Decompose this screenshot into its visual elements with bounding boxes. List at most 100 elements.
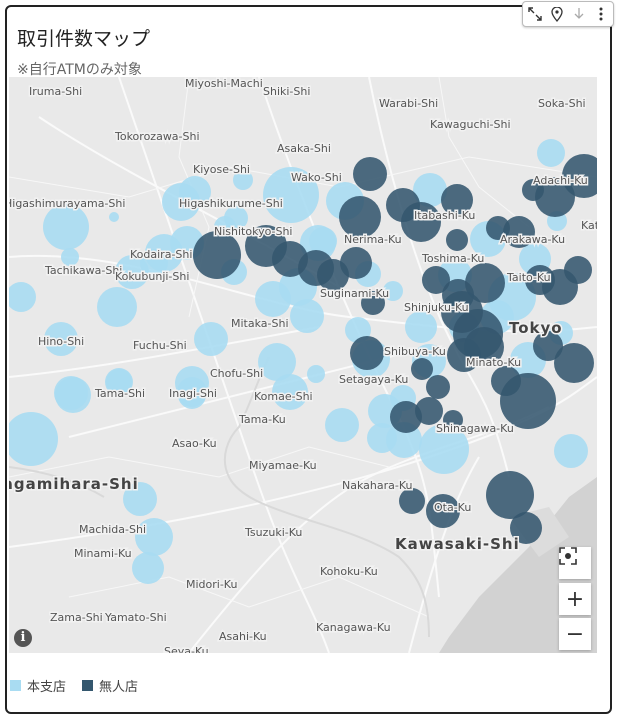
honshiten-bubble[interactable] xyxy=(179,176,211,208)
mujinten-bubble[interactable] xyxy=(554,343,594,383)
mujinten-bubble[interactable] xyxy=(500,373,556,429)
mujinten-bubble[interactable] xyxy=(350,336,384,370)
pin-icon[interactable] xyxy=(549,5,565,23)
honshiten-bubble[interactable] xyxy=(109,212,119,222)
info-icon[interactable]: i xyxy=(14,629,32,647)
map-area[interactable]: Iruma-Shi Miyoshi-Machi Shiki-Shi Warabi… xyxy=(9,77,597,653)
legend-item-honshiten: 本支店 xyxy=(10,676,66,695)
honshiten-bubble[interactable] xyxy=(43,204,89,250)
honshiten-bubble[interactable] xyxy=(123,482,157,516)
place-label: Zama-Shi xyxy=(50,611,103,624)
place-label: Miyamae-Ku xyxy=(249,459,317,472)
place-label: Asao-Ku xyxy=(172,437,217,450)
mujinten-bubble[interactable] xyxy=(426,494,460,528)
honshiten-bubble[interactable] xyxy=(233,170,253,190)
place-label: Soka-Shi xyxy=(538,97,586,110)
honshiten-bubble[interactable] xyxy=(9,412,58,466)
mujinten-bubble[interactable] xyxy=(426,375,450,399)
honshiten-bubble[interactable] xyxy=(307,365,325,383)
honshiten-bubble[interactable] xyxy=(383,281,403,301)
place-label: Arakawa-Ku xyxy=(500,233,565,246)
place-label: Miyoshi-Machi xyxy=(185,77,263,90)
legend-swatch xyxy=(82,680,94,691)
place-label: Tsuzuki-Ku xyxy=(244,526,302,539)
place-label: Nishitokyo-Shi xyxy=(214,225,293,238)
place-label: Tama-Ku xyxy=(238,413,286,426)
place-label: Toshima-Ku xyxy=(421,252,484,265)
place-label: Wako-Shi xyxy=(291,171,342,184)
honshiten-bubble[interactable] xyxy=(419,424,469,474)
place-label: Tokyo xyxy=(509,319,563,337)
place-label: Kawasaki-Shi xyxy=(395,535,520,553)
honshiten-bubble[interactable] xyxy=(405,311,437,343)
honshiten-bubble[interactable] xyxy=(258,343,296,381)
mujinten-bubble[interactable] xyxy=(562,154,597,198)
honshiten-bubble[interactable] xyxy=(413,173,447,207)
place-label: Nerima-Ku xyxy=(344,233,402,246)
place-label: Shinjuku-Ku xyxy=(404,301,469,314)
mujinten-bubble[interactable] xyxy=(390,401,422,433)
mujinten-bubble[interactable] xyxy=(533,331,563,361)
mujinten-bubble[interactable] xyxy=(503,216,535,248)
mujinten-bubble[interactable] xyxy=(510,512,542,544)
honshiten-bubble[interactable] xyxy=(178,381,206,409)
mujinten-bubble[interactable] xyxy=(399,488,425,514)
mujinten-bubble[interactable] xyxy=(446,229,468,251)
place-label: Fuchu-Shi xyxy=(133,339,187,352)
download-icon[interactable] xyxy=(571,5,587,23)
locate-button[interactable] xyxy=(559,547,591,579)
card-subtitle: ※自行ATMのみ対象 xyxy=(17,62,142,78)
place-label: Kiyose-Shi xyxy=(193,163,250,176)
legend-swatch xyxy=(10,680,21,691)
mujinten-bubble[interactable] xyxy=(340,247,372,279)
more-icon[interactable] xyxy=(593,5,609,23)
card-title: 取引件数マップ xyxy=(17,28,151,50)
place-label: Higashimurayama-Shi xyxy=(9,197,125,210)
honshiten-bubble[interactable] xyxy=(61,248,79,266)
mujinten-bubble[interactable] xyxy=(353,157,387,191)
card-toolbar xyxy=(522,1,614,27)
place-label: Warabi-Shi xyxy=(379,97,438,110)
place-label: Suginami-Ku xyxy=(320,287,389,300)
mujinten-bubble[interactable] xyxy=(486,471,534,519)
mujinten-bubble[interactable] xyxy=(441,184,473,216)
place-label: Inagi-Shi xyxy=(169,387,217,400)
honshiten-bubble[interactable] xyxy=(135,518,173,556)
legend: 本支店 無人店 xyxy=(10,676,138,695)
place-label: Kohoku-Ku xyxy=(320,565,378,578)
place-label: Seya-Ku xyxy=(164,645,209,653)
mujinten-bubble[interactable] xyxy=(361,291,385,315)
honshiten-bubble[interactable] xyxy=(44,322,78,356)
mujinten-bubble[interactable] xyxy=(401,202,441,242)
honshiten-bubble[interactable] xyxy=(54,376,88,410)
honshiten-bubble[interactable] xyxy=(9,282,36,312)
mujinten-bubble[interactable] xyxy=(339,196,381,238)
honshiten-bubble[interactable] xyxy=(97,287,137,327)
honshiten-bubble[interactable] xyxy=(194,322,228,356)
mujinten-bubble[interactable] xyxy=(465,263,505,303)
mujinten-bubble[interactable] xyxy=(415,397,443,425)
mujinten-bubble[interactable] xyxy=(443,410,463,430)
honshiten-bubble[interactable] xyxy=(325,408,359,442)
place-label: Komae-Shi xyxy=(254,390,313,403)
mujinten-bubble[interactable] xyxy=(422,266,450,294)
honshiten-bubble[interactable] xyxy=(554,434,588,468)
honshiten-bubble[interactable] xyxy=(272,374,308,410)
honshiten-bubble[interactable] xyxy=(537,139,565,167)
place-label: Kokubunji-Shi xyxy=(115,270,189,283)
zoom-in-button[interactable]: + xyxy=(559,583,591,615)
mujinten-bubble[interactable] xyxy=(193,231,241,279)
mujinten-bubble[interactable] xyxy=(411,358,433,380)
honshiten-bubble[interactable] xyxy=(263,167,319,223)
legend-item-mujinten: 無人店 xyxy=(82,676,138,695)
mujinten-bubble[interactable] xyxy=(464,327,504,367)
place-label: Kat xyxy=(581,219,597,232)
honshiten-bubble[interactable] xyxy=(132,552,164,584)
place-label: Kawaguchi-Shi xyxy=(430,118,511,131)
honshiten-bubble[interactable] xyxy=(105,368,133,396)
place-label: Midori-Ku xyxy=(186,578,237,591)
honshiten-bubble[interactable] xyxy=(290,299,324,333)
expand-icon[interactable] xyxy=(527,5,543,23)
zoom-out-button[interactable]: − xyxy=(559,618,591,650)
mujinten-bubble[interactable] xyxy=(564,256,592,284)
